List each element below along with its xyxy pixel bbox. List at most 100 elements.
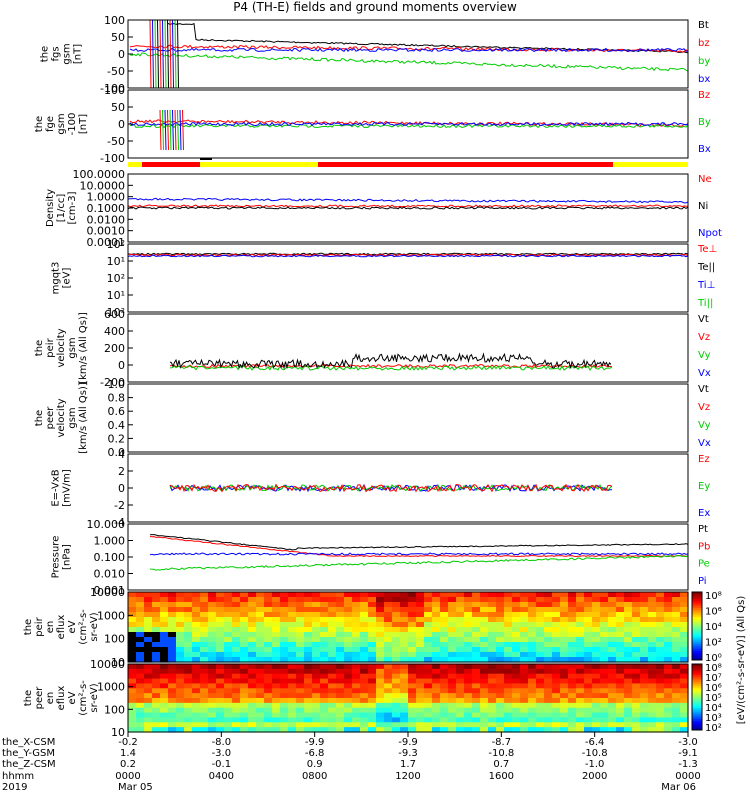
- heatmap-cell: [448, 632, 457, 638]
- heatmap-cell: [424, 707, 433, 714]
- heatmap-cell: [256, 673, 265, 680]
- ylabel-line: gsm: [67, 407, 78, 428]
- ytick-label: 10: [111, 726, 125, 739]
- heatmap-cell: [312, 664, 321, 670]
- heatmap-cell: [496, 602, 505, 608]
- heatmap-cell: [280, 637, 289, 643]
- heatmap-cell: [424, 712, 433, 719]
- heatmap-cell: [248, 664, 257, 670]
- ylabel-line: [km/s (All Qs)]: [78, 382, 89, 454]
- heatmap-cell: [608, 612, 617, 618]
- heatmap-cell: [160, 683, 169, 689]
- heatmap-cell: [296, 592, 305, 598]
- heatmap-cell: [544, 712, 553, 719]
- heatmap-cell: [424, 722, 433, 728]
- heatmap-cell: [192, 693, 201, 699]
- ylabel-line: peer: [45, 406, 56, 430]
- heatmap-cell: [424, 652, 433, 658]
- heatmap-cell: [448, 727, 457, 733]
- heatmap-cell: [160, 652, 169, 658]
- heatmap-cell: [184, 622, 193, 628]
- heatmap-cell: [584, 668, 593, 675]
- heatmap-cell: [280, 612, 289, 618]
- series-te-perp: [127, 253, 688, 257]
- heatmap-cell: [240, 678, 249, 685]
- heatmap-cell: [392, 717, 401, 723]
- heatmap-cell: [336, 642, 345, 648]
- heatmap-cell: [632, 647, 641, 653]
- heatmap-cell: [272, 698, 281, 704]
- heatmap-cell: [376, 702, 385, 709]
- heatmap-cell: [152, 602, 161, 608]
- heatmap-cell: [216, 637, 225, 643]
- heatmap-cell: [392, 698, 401, 704]
- ylabel-line: en: [45, 621, 56, 634]
- heatmap-cell: [600, 617, 609, 623]
- heatmap-cell: [672, 707, 681, 714]
- heatmap-cell: [408, 617, 417, 623]
- heatmap-cell: [240, 637, 249, 643]
- heatmap-cell: [128, 617, 137, 623]
- heatmap-cell: [648, 702, 657, 709]
- heatmap-cell: [592, 602, 601, 608]
- heatmap-cell: [224, 722, 233, 728]
- heatmap-cell: [368, 717, 377, 723]
- heatmap-cell: [544, 607, 553, 613]
- heatmap-cell: [504, 712, 513, 719]
- heatmap-cell: [256, 657, 265, 663]
- xtick-label: 0800: [302, 771, 327, 782]
- heatmap-cell: [128, 597, 137, 603]
- heatmap-cell: [304, 722, 313, 728]
- ytick-label: 0.4: [108, 419, 126, 432]
- heatmap-cell: [480, 673, 489, 680]
- heatmap-cell: [544, 647, 553, 653]
- heatmap-cell: [368, 627, 377, 633]
- xtick-label: -0.2: [118, 737, 138, 748]
- xaxis-row-label: the_X-CSM: [2, 737, 55, 748]
- heatmap-cell: [488, 627, 497, 633]
- heatmap-cell: [184, 712, 193, 719]
- heatmap-cell: [136, 647, 145, 653]
- ylabel-line: sr-eV): [89, 612, 100, 641]
- heatmap-cell: [176, 637, 185, 643]
- heatmap-cell: [432, 617, 441, 623]
- heatmap-cell: [456, 657, 465, 663]
- heatmap-cell: [248, 657, 257, 663]
- heatmap-cell: [296, 702, 305, 709]
- heatmap-cell: [224, 727, 233, 733]
- heatmap-cell: [160, 717, 169, 723]
- colorbar-tick: 10⁸: [705, 663, 722, 674]
- heatmap-cell: [504, 637, 513, 643]
- heatmap-cell: [304, 693, 313, 699]
- heatmap-cell: [584, 693, 593, 699]
- heatmap-cell: [488, 712, 497, 719]
- heatmap-cell: [608, 652, 617, 658]
- colorbar-cell: [692, 592, 702, 595]
- heatmap-cell: [584, 717, 593, 723]
- heatmap-cell: [544, 698, 553, 704]
- heatmap-cell: [288, 664, 297, 670]
- heatmap-cell: [472, 652, 481, 658]
- heatmap-cell: [272, 707, 281, 714]
- heatmap-cell: [192, 597, 201, 603]
- heatmap-cell: [336, 592, 345, 598]
- heatmap-cell: [152, 657, 161, 663]
- heatmap-cell: [128, 717, 137, 723]
- heatmap-cell: [640, 683, 649, 689]
- heatmap-cell: [568, 647, 577, 653]
- heatmap-cell: [496, 702, 505, 709]
- heatmap-cell: [216, 602, 225, 608]
- heatmap-cell: [440, 647, 449, 653]
- heatmap-cell: [624, 617, 633, 623]
- heatmap-cell: [344, 693, 353, 699]
- heatmap-cell: [400, 707, 409, 714]
- heatmap-cell: [456, 627, 465, 633]
- colorbar-cell: [692, 705, 702, 709]
- heatmap-cell: [400, 607, 409, 613]
- heatmap-cell: [648, 607, 657, 613]
- ylabel-line: (cm²-s-: [78, 680, 89, 716]
- legend-fgs: bx: [698, 74, 710, 85]
- heatmap-cell: [296, 722, 305, 728]
- heatmap-cell: [672, 722, 681, 728]
- heatmap-cell: [512, 707, 521, 714]
